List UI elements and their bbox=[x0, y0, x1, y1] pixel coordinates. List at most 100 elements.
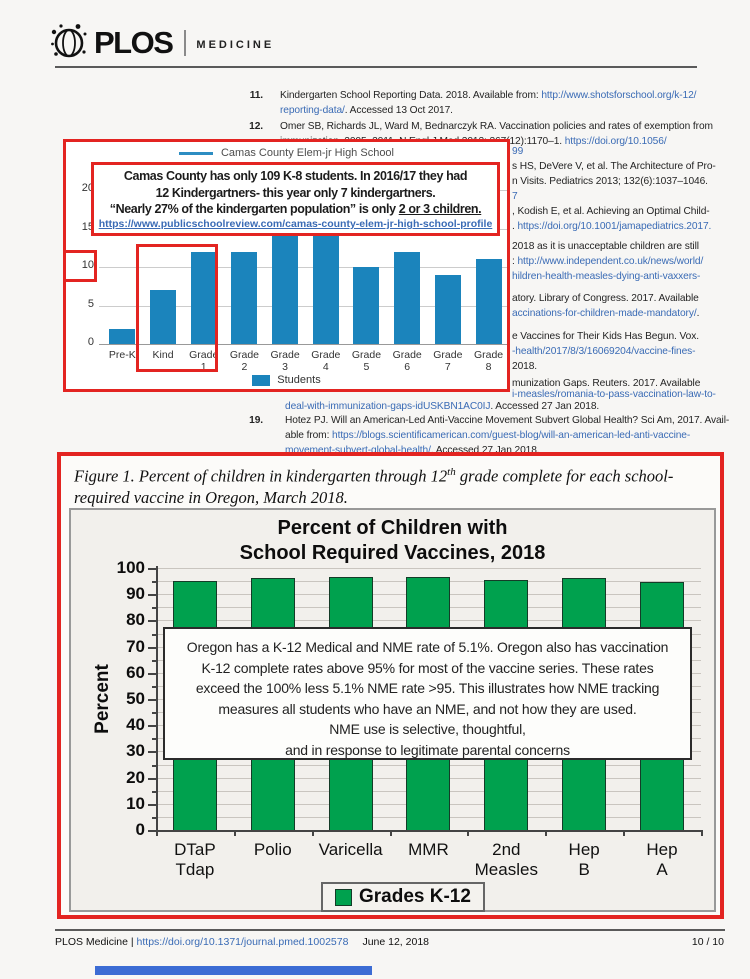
chart1-plot: 0 5 10 15 20 Pre-K Kind Grade 1 Grade 2 Grade 3 Gr… bbox=[66, 142, 507, 389]
ref-text: : bbox=[512, 256, 518, 267]
ref-18-tail: deal-with-immunization-gaps-idUSKBN1AC0I… bbox=[285, 399, 599, 414]
ref-link[interactable]: 99 bbox=[512, 146, 524, 157]
c1-bar-Grade 4 bbox=[312, 228, 339, 344]
ref-link[interactable]: i-measles/romania-to-pass-vaccination-la… bbox=[512, 389, 716, 400]
ref-11-line1: Kindergarten School Reporting Data. 2018… bbox=[280, 88, 696, 103]
c2-ytick-50: 50 bbox=[126, 689, 145, 708]
ref-19-line2: able from: https://blogs.scientificameri… bbox=[285, 428, 690, 443]
c2-xlabel-DTaP Tdap: DTaP Tdap bbox=[174, 840, 216, 879]
ref-fragment-f18b: i-measles/romania-to-pass-vaccination-la… bbox=[512, 387, 716, 402]
annotation-line: exceed the 100% less 5.1% NME rate >95. … bbox=[195, 680, 660, 696]
note-line3: “Nearly 27% of the kindergarten populati… bbox=[94, 201, 497, 218]
c2-ytick-60: 60 bbox=[126, 662, 145, 682]
c1-slot bbox=[143, 190, 184, 344]
caption-superscript: th bbox=[447, 466, 456, 478]
ref-text: able from: bbox=[285, 430, 333, 441]
c1-slot bbox=[468, 190, 509, 344]
c1-xlabel-Grade 7: Grade 7 bbox=[433, 349, 463, 373]
c2-tick-50 bbox=[148, 699, 156, 701]
camas-county-chart: Camas County Elem-jr High School 0 5 10 15 2… bbox=[63, 139, 510, 392]
legend-label: Grades K-12 bbox=[359, 886, 471, 907]
title-line2: School Required Vaccines, 2018 bbox=[239, 542, 546, 564]
c2-tick-5 bbox=[152, 816, 156, 819]
c1-gridline-0 bbox=[99, 344, 507, 345]
c2-xlabel-2nd Measles: 2nd Measles bbox=[474, 840, 538, 879]
c1-gridline-10 bbox=[99, 267, 507, 268]
c2-cat-tick bbox=[545, 830, 548, 836]
c2-tick-60 bbox=[148, 672, 156, 675]
c1-ytick-15: 15 bbox=[81, 220, 94, 233]
ref-19-line1: Hotez PJ. Will an American-Led Anti-Vacc… bbox=[285, 413, 729, 428]
blue-highlight-bar bbox=[95, 966, 372, 975]
legend-label: Camas County Elem-jr High School bbox=[220, 147, 394, 159]
ref-12-line1: Omer SB, Richards JL, Ward M, Bednarczyk… bbox=[280, 119, 713, 134]
c1-xlabel-Grade 1: Grade 1 bbox=[189, 349, 219, 373]
ref-link[interactable]: accinations-for-children-made-mandatory/ bbox=[512, 308, 697, 319]
vaccines-chart: Percent of Children with School Required… bbox=[69, 508, 716, 912]
ref-link[interactable]: hildren-health-measles-dying-anti-vaxxer… bbox=[512, 271, 701, 282]
c2-tick-65 bbox=[152, 659, 156, 662]
c2-ytick-90: 90 bbox=[126, 584, 145, 604]
annotation-line: measures all students who have an NME, a… bbox=[218, 700, 637, 717]
c2-cat-tick bbox=[467, 830, 470, 836]
brand-divider bbox=[184, 30, 187, 56]
ref-text: Omer SB, Richards JL, Ward M, Bednarczyk… bbox=[280, 121, 713, 132]
c1-xlabel-Pre-K: Pre-K bbox=[108, 349, 136, 361]
note-line2: 12 Kindergartners- this year only 7 kind… bbox=[155, 186, 436, 200]
footer-rule bbox=[55, 929, 725, 931]
figure-1-box: Figure 1. Percent of children in kinderg… bbox=[57, 452, 724, 919]
c1-slot bbox=[387, 190, 428, 344]
c1-slot bbox=[183, 190, 224, 344]
highlight-box-ylabel-10 bbox=[63, 250, 97, 282]
ref-text: atory. Library of Congress. 2017. Availa… bbox=[512, 293, 699, 304]
c2-tick-10 bbox=[148, 803, 156, 806]
ref-link[interactable]: http://www.independent.co.uk/news/world/ bbox=[517, 256, 704, 267]
c2-tick-30 bbox=[148, 751, 156, 754]
c2-tick-15 bbox=[152, 790, 156, 793]
ref-link[interactable]: 7 bbox=[512, 191, 518, 202]
c1-bar-Grade 3 bbox=[272, 228, 299, 344]
c2-tick-20 bbox=[148, 777, 156, 780]
c2-tick-75 bbox=[152, 633, 156, 636]
c2-cat-tick bbox=[233, 830, 236, 836]
c1-slot bbox=[305, 190, 346, 344]
ref-link[interactable]: reporting-data/ bbox=[280, 105, 345, 116]
note-link[interactable]: https://www.publicschoolreview.com/camas… bbox=[98, 218, 493, 230]
c2-xlabel-Varicella: Varicella bbox=[318, 840, 383, 859]
c1-bar-Kind bbox=[150, 290, 177, 344]
c1-xlabel-Grade 3: Grade 3 bbox=[270, 349, 300, 373]
title-line1: Percent of Children with bbox=[277, 517, 508, 539]
legend-line-swatch bbox=[178, 151, 213, 155]
c2-ytick-40: 40 bbox=[126, 715, 145, 735]
ref-link[interactable]: http://www.shotsforschool.org/k-12/ bbox=[541, 90, 697, 101]
ref-link[interactable]: movement-subvert-global-health/ bbox=[285, 445, 431, 456]
ref-fragment-f14b: . https://doi.org/10.1001/jamapediatrics… bbox=[512, 219, 711, 234]
ref-link[interactable]: https://blogs.scientificamerican.com/gue… bbox=[332, 430, 691, 441]
ref-11-line2: reporting-data/. Accessed 13 Oct 2017. bbox=[280, 103, 453, 118]
header-rule bbox=[55, 66, 697, 68]
ref-fragment-f14a: , Kodish E, et al. Achieving an Optimal … bbox=[512, 204, 710, 219]
c2-tick-90 bbox=[148, 594, 156, 597]
ref-fragment-f13b: n Visits. Pediatrics 2013; 132(6):1037–1… bbox=[512, 174, 708, 189]
highlight-box-kind-grade1 bbox=[136, 244, 218, 372]
c1-slot bbox=[102, 190, 143, 344]
chart1-legend-bottom: Students bbox=[66, 374, 507, 386]
c1-xlabel-Grade 8: Grade 8 bbox=[473, 349, 504, 373]
c2-tick-0 bbox=[148, 830, 156, 832]
c2-cat-tick bbox=[623, 830, 626, 836]
ref-text: n Visits. Pediatrics 2013; 132(6):1037–1… bbox=[512, 176, 708, 187]
c2-ytick-20: 20 bbox=[126, 767, 145, 787]
ref-link[interactable]: -health/2017/8/3/16069204/vaccine-fines- bbox=[512, 346, 696, 357]
caption-text: Figure 1. Percent of children in kinderg… bbox=[74, 466, 448, 486]
footer-doi-link[interactable]: https://doi.org/10.1371/journal.pmed.100… bbox=[136, 936, 349, 948]
ref-link[interactable]: https://doi.org/10.1056/ bbox=[564, 136, 667, 147]
c1-ytick-20: 20 bbox=[81, 182, 94, 194]
c1-bar-Pre-K bbox=[109, 328, 136, 344]
caption-text: grade complete for each school- bbox=[455, 466, 674, 486]
c1-ytick-10: 10 bbox=[81, 259, 94, 271]
note-underlined: 2 or 3 children. bbox=[398, 202, 482, 216]
ref-link[interactable]: deal-with-immunization-gaps-idUSKBN1AC0I… bbox=[285, 401, 491, 412]
ref-link[interactable]: https://doi.org/10.1001/jamapediatrics.2… bbox=[517, 221, 712, 232]
c2-gridline-100 bbox=[156, 568, 701, 569]
ref-text: 2018 as it is unacceptable children are … bbox=[512, 241, 699, 252]
